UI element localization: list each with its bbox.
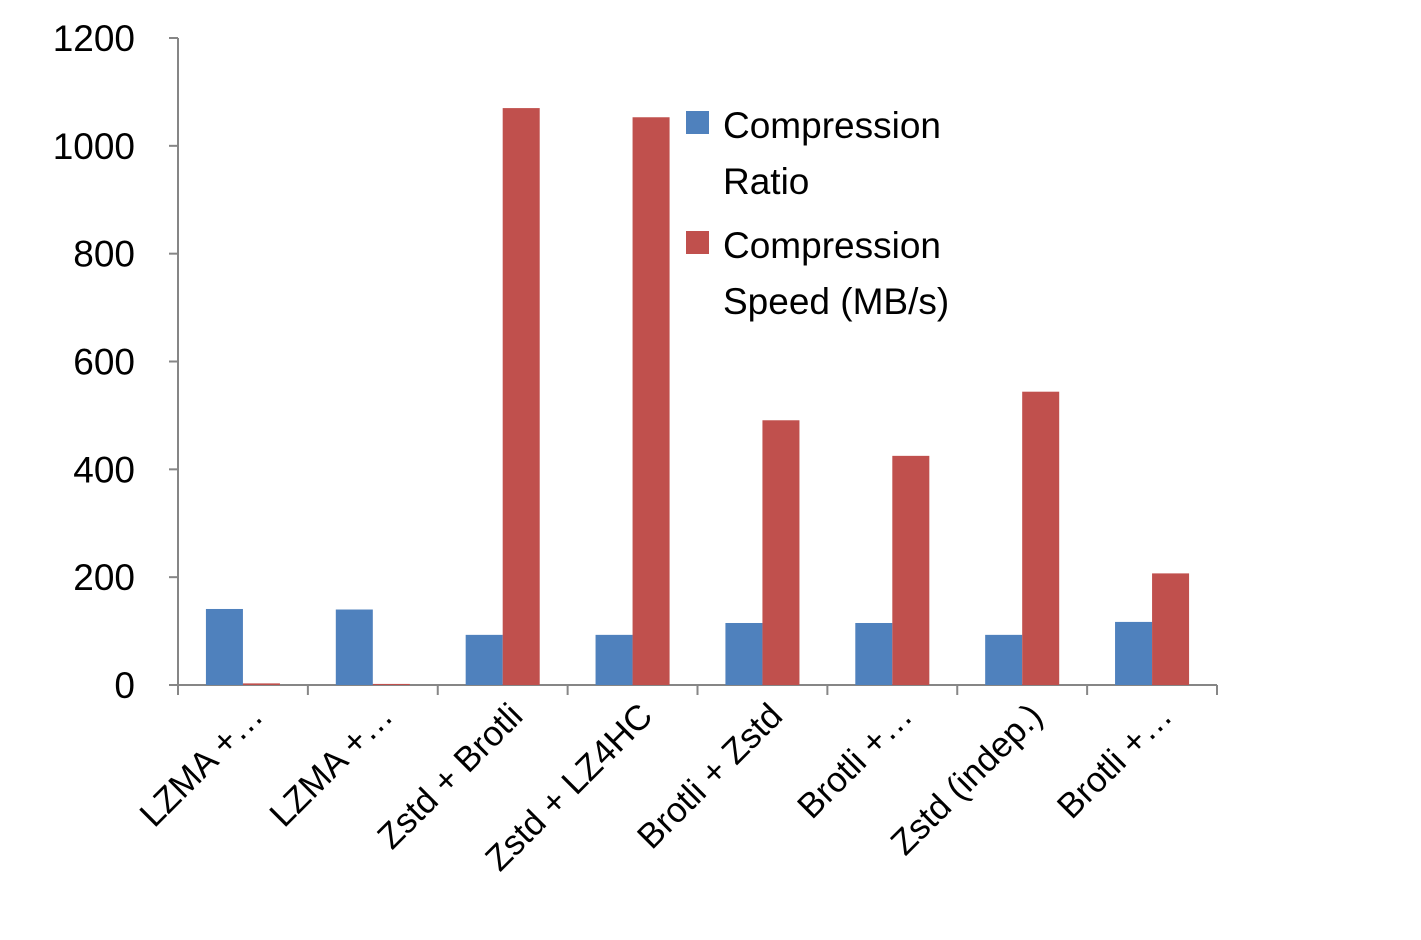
y-tick-label: 1000 bbox=[53, 126, 135, 167]
x-tick-label: Brotli +… bbox=[1050, 696, 1180, 826]
y-tick-label: 800 bbox=[73, 234, 135, 275]
x-tick-label: LZMA +… bbox=[262, 696, 400, 834]
bar bbox=[502, 108, 540, 685]
bar bbox=[242, 683, 280, 685]
legend-label: Compression Speed (MB/s) bbox=[723, 225, 950, 322]
legend-item: Compression Ratio bbox=[686, 98, 976, 210]
y-tick-label: 600 bbox=[73, 342, 135, 383]
legend-swatch bbox=[686, 231, 709, 254]
x-tick-label: LZMA +… bbox=[132, 696, 270, 834]
bar bbox=[372, 683, 410, 685]
y-tick-label: 0 bbox=[114, 665, 135, 706]
bar bbox=[632, 117, 670, 685]
legend-swatch bbox=[686, 111, 709, 134]
legend: Compression Ratio Compression Speed (MB/s… bbox=[686, 98, 976, 338]
bar bbox=[725, 622, 763, 685]
legend-item: Compression Speed (MB/s) bbox=[686, 218, 976, 330]
bar bbox=[335, 609, 373, 685]
x-tick-label: Brotli +… bbox=[790, 696, 920, 826]
y-tick-label: 1200 bbox=[53, 18, 135, 59]
bar bbox=[892, 455, 930, 685]
bar bbox=[855, 622, 893, 685]
bar bbox=[985, 634, 1023, 685]
bar bbox=[1152, 573, 1190, 685]
bar bbox=[1115, 621, 1153, 685]
legend-label: Compression Ratio bbox=[723, 105, 941, 202]
bar bbox=[762, 420, 800, 685]
bar bbox=[205, 608, 243, 685]
y-tick-label: 200 bbox=[73, 557, 135, 598]
y-tick-label: 400 bbox=[73, 449, 135, 490]
bar bbox=[465, 634, 503, 685]
bar bbox=[1022, 391, 1060, 685]
bar bbox=[595, 634, 633, 685]
